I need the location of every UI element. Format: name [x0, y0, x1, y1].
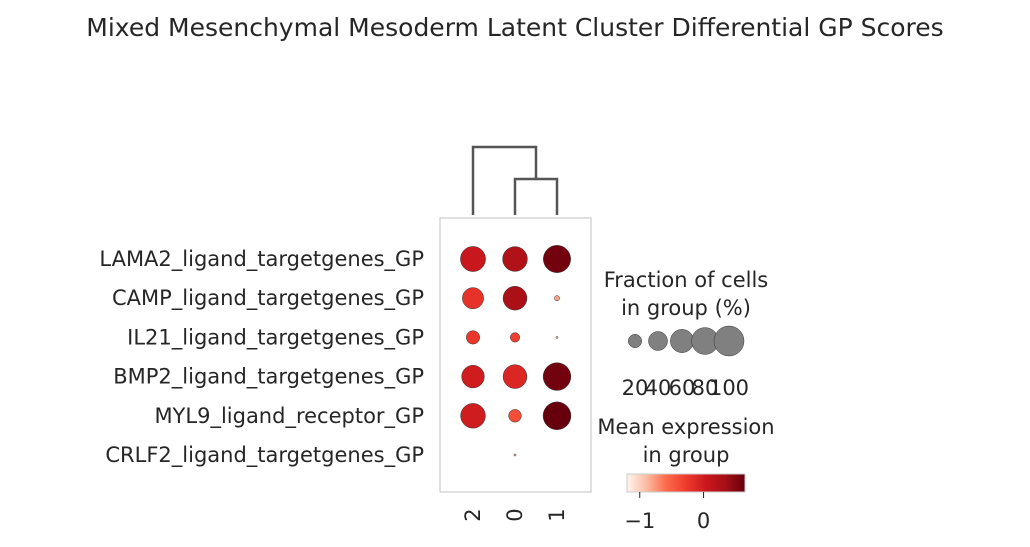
- group-label: 1: [545, 508, 569, 521]
- plot-frame: [439, 217, 592, 493]
- dot: [502, 246, 528, 272]
- feature-label: CAMP_ligand_targetgenes_GP: [112, 286, 424, 311]
- size-legend-label: 60: [669, 376, 696, 400]
- dot: [554, 295, 560, 302]
- dot: [462, 287, 484, 310]
- color-legend-title-line1: Mean expression: [597, 415, 774, 439]
- chart-title: Mixed Mesenchymal Mesoderm Latent Cluste…: [86, 13, 943, 42]
- dot: [508, 409, 522, 423]
- size-legend-title-line1: Fraction of cells: [604, 268, 769, 292]
- dendrogram-link: [471, 145, 538, 215]
- colorbar-tick-label: 0: [697, 509, 710, 533]
- feature-label: BMP2_ligand_targetgenes_GP: [113, 365, 424, 390]
- feature-label: MYL9_ligand_receptor_GP: [154, 404, 424, 429]
- dot: [466, 330, 480, 345]
- size-legend-dot: [648, 331, 668, 351]
- dot: [461, 365, 485, 389]
- size-legend-label: 40: [645, 376, 672, 400]
- size-legend-dot: [670, 329, 694, 353]
- size-legend-dot: [713, 325, 745, 357]
- size-legend-label: 80: [692, 376, 719, 400]
- colorbar-tick-label: −1: [624, 509, 655, 533]
- feature-label: LAMA2_ligand_targetgenes_GP: [99, 247, 424, 272]
- dot: [510, 332, 520, 343]
- colorbar: [626, 473, 746, 493]
- feature-labels: LAMA2_ligand_targetgenes_GP CAMP_ligand_t…: [99, 247, 424, 468]
- size-legend-dot: [628, 334, 642, 348]
- size-legend-label: 20: [622, 376, 649, 400]
- colorbar-ticks: −1 0: [624, 492, 710, 533]
- dot: [555, 336, 559, 339]
- dot: [542, 362, 572, 391]
- dot: [460, 403, 486, 429]
- group-labels: 2 0 1: [461, 508, 569, 521]
- dendrogram-link: [513, 177, 559, 215]
- feature-label: IL21_ligand_targetgenes_GP: [127, 325, 424, 350]
- dot: [543, 245, 571, 273]
- dot: [502, 364, 528, 389]
- dot: [460, 246, 486, 272]
- group-label: 0: [503, 508, 527, 521]
- size-legend-label: 100: [709, 376, 749, 400]
- size-legend-title-line2: in group (%): [621, 296, 751, 320]
- group-label: 2: [461, 508, 485, 521]
- dot: [513, 453, 517, 457]
- dot: [502, 286, 528, 311]
- dendrogram: [471, 145, 559, 215]
- dot-grid: [460, 245, 572, 457]
- color-legend-title-line2: in group: [643, 443, 730, 467]
- dot: [542, 401, 572, 430]
- feature-label: CRLF2_ligand_targetgenes_GP: [105, 443, 424, 468]
